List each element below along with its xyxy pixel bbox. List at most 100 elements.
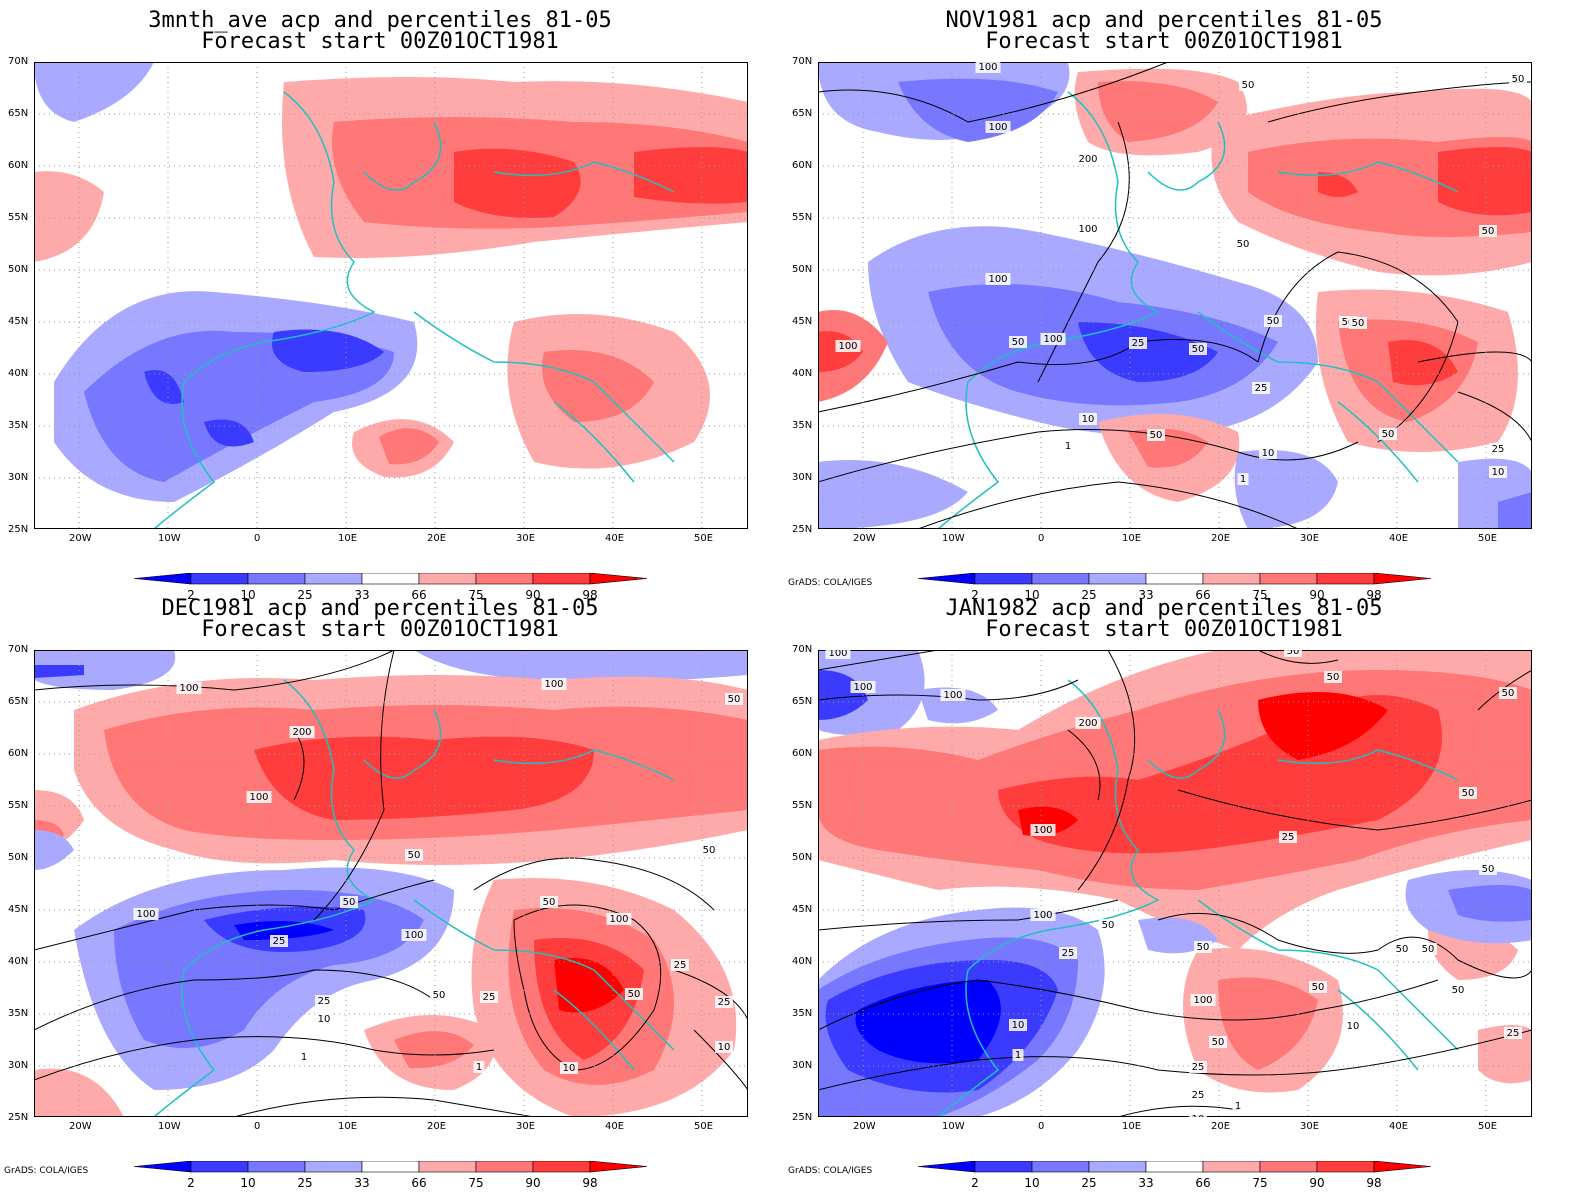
lat-label: 55N <box>8 800 29 811</box>
contour-label: 1 <box>1065 441 1071 452</box>
lon-label: 10W <box>942 533 965 544</box>
contour-label-bg <box>340 896 358 908</box>
contour-label: 50 <box>1242 80 1255 91</box>
colorbar-swatch <box>361 572 420 585</box>
colorbar-swatch <box>1031 572 1090 585</box>
contour-label-bg <box>1232 1100 1244 1112</box>
lon-label: 0 <box>254 533 261 544</box>
contour-label: 50 <box>1462 788 1475 799</box>
contour-label-bg <box>1189 1061 1207 1073</box>
contour-label-bg <box>405 849 423 861</box>
contour-label-bg <box>473 1061 485 1073</box>
contour-label: 25 <box>1507 1028 1520 1039</box>
contour-label-bg <box>1509 73 1527 85</box>
lat-label: 35N <box>8 1008 29 1019</box>
lon-label: 20E <box>1211 1121 1231 1132</box>
contour-label-bg <box>1349 317 1367 329</box>
panel-subtitle: Forecast start 00Z01OCT1981 <box>985 29 1343 54</box>
lat-label: 45N <box>792 316 813 327</box>
panel-title: NOV1981 acp and percentiles 81-05 <box>945 8 1383 33</box>
contour-label: 25 <box>273 936 286 947</box>
contour-label: 25 <box>718 997 731 1008</box>
lat-label: 25N <box>792 524 813 535</box>
contour-label: 50 <box>1237 239 1250 250</box>
lon-label: 40E <box>605 533 625 544</box>
colorbar-swatch <box>418 572 477 585</box>
contour-label: 10 <box>1012 1020 1025 1031</box>
grads-credit: GrADS: COLA/IGES <box>4 1166 89 1176</box>
contour-label: 100 <box>249 792 268 803</box>
contour-label: 50 <box>728 694 741 705</box>
contour-label: 200 <box>1078 154 1097 165</box>
lat-label: 55N <box>8 212 29 223</box>
colorbar-label: 66 <box>411 1176 426 1190</box>
lat-label: 55N <box>792 800 813 811</box>
contour-label: 1 <box>1015 1050 1021 1061</box>
contour-label: 100 <box>988 122 1007 133</box>
contour-label-bg <box>835 340 861 352</box>
contour-label-bg <box>1209 1036 1227 1048</box>
colorbar-label: 2 <box>971 1176 979 1190</box>
colorbar-swatch <box>532 1160 591 1173</box>
lat-label: 40N <box>792 368 813 379</box>
lon-label: 10E <box>1122 533 1142 544</box>
contour-label: 50 <box>628 989 641 1000</box>
lon-label: 40E <box>1389 533 1409 544</box>
grads-credit: GrADS: COLA/IGES <box>788 578 873 588</box>
lat-label: 40N <box>8 956 29 967</box>
contour-label: 1 <box>301 1052 307 1063</box>
colorbar-label: 33 <box>354 1176 369 1190</box>
contour-label-bg <box>1079 413 1097 425</box>
lat-label: 45N <box>792 904 813 915</box>
contour-label: 100 <box>1078 224 1097 235</box>
contour-label-bg <box>715 1041 733 1053</box>
colorbar-label: 75 <box>1252 588 1267 602</box>
contour-label: 50 <box>543 897 556 908</box>
colorbar-label: 75 <box>468 1176 483 1190</box>
contour-label-bg <box>1499 687 1517 699</box>
contour-label-bg <box>1075 717 1101 729</box>
contour-label-bg <box>1129 337 1147 349</box>
lat-label: 35N <box>8 420 29 431</box>
contour-label-bg <box>315 1013 333 1025</box>
contour-label-bg <box>606 913 632 925</box>
contour-label: 200 <box>292 727 311 738</box>
contour-label-bg <box>1449 984 1467 996</box>
colorbar-label: 98 <box>582 588 597 602</box>
contour-label-bg <box>850 681 876 693</box>
lat-label: 65N <box>792 108 813 119</box>
contour-label: 50 <box>1422 944 1435 955</box>
lat-label: 65N <box>8 108 29 119</box>
contour-label-bg <box>1009 1019 1027 1031</box>
colorbar-swatch <box>247 1160 306 1173</box>
contour-label: 100 <box>1043 334 1062 345</box>
contour-label: 25 <box>1192 1090 1205 1101</box>
lon-label: 40E <box>1389 1121 1409 1132</box>
lat-label: 30N <box>8 472 29 483</box>
lat-label: 30N <box>8 1060 29 1071</box>
contour-label-bg <box>940 689 966 701</box>
contour-label-bg <box>1459 787 1477 799</box>
lat-label: 50N <box>792 852 813 863</box>
colorbar-label: 66 <box>1195 1176 1210 1190</box>
contour-label-bg <box>725 693 743 705</box>
contour-label-bg <box>1479 863 1497 875</box>
panel-jan1982: JAN1982 acp and percentiles 81-05 Foreca… <box>784 588 1544 1190</box>
contour-label-bg <box>1099 919 1117 931</box>
contour-label: 10 <box>1262 448 1275 459</box>
contour-label: 100 <box>978 62 997 73</box>
colorbar-label: 10 <box>240 588 255 602</box>
contour-label-bg <box>700 844 718 856</box>
lat-label: 45N <box>8 316 29 327</box>
lat-label: 70N <box>792 56 813 67</box>
colorbar-label: 25 <box>297 1176 312 1190</box>
colorbar-label: 2 <box>971 588 979 602</box>
contour-label-bg <box>1264 315 1282 327</box>
colorbar-swatch <box>917 1160 976 1173</box>
contour-label: 50 <box>1267 316 1280 327</box>
colorbar-label: 75 <box>1252 1176 1267 1190</box>
contour-label-bg <box>1239 79 1257 91</box>
contour-label-bg <box>1379 428 1397 440</box>
contour-label-bg <box>541 678 567 690</box>
colorbar: 2 10 25 33 66 75 90 98 <box>917 1160 1434 1193</box>
